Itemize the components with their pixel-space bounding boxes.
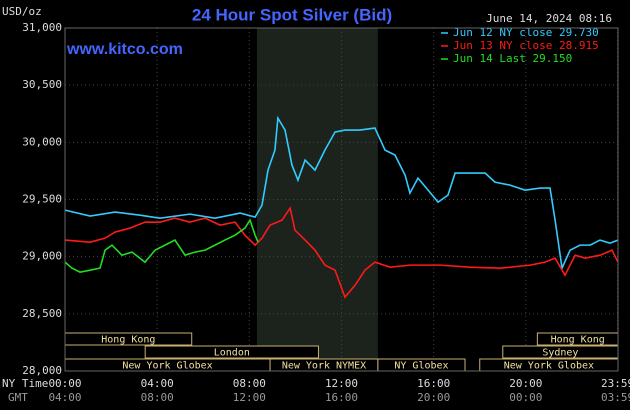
gmt-tick-label: 16:00 <box>325 391 358 404</box>
gmt-tick-label: 03:59 <box>601 391 630 404</box>
y-tick-label: 30,500 <box>22 78 62 91</box>
gmt-tick-label: 00:00 <box>509 391 542 404</box>
legend-label: Jun 12 NY close 29.730 <box>453 26 599 39</box>
gmt-tick-label: 04:00 <box>48 391 81 404</box>
y-tick-label: 30,000 <box>22 135 62 148</box>
session-label: Hong Kong <box>101 335 155 346</box>
y-tick-label: 29,500 <box>22 193 62 206</box>
x-tick-label: 23:59 <box>601 377 630 390</box>
session-label: London <box>214 348 250 359</box>
gmt-tick-label: 20:00 <box>417 391 450 404</box>
gmt-tick-label: 12:00 <box>233 391 266 404</box>
session-label: New York Globex <box>122 361 212 372</box>
x-tick-label: 20:00 <box>509 377 542 390</box>
series-line <box>64 206 619 299</box>
unit-label: USD/oz <box>2 5 42 18</box>
session-label: Sydney <box>542 348 578 359</box>
y-tick-label: 31,000 <box>22 21 62 34</box>
legend-label: Jun 14 Last 29.150 <box>453 52 572 65</box>
x-axis-label: NY Time <box>2 377 48 390</box>
session-label: Hong Kong <box>551 335 605 346</box>
y-tick-label: 28,500 <box>22 307 62 320</box>
session-box <box>144 345 319 359</box>
session-label: New York NYMEX <box>282 361 366 372</box>
gmt-tick-label: 08:00 <box>141 391 174 404</box>
x-tick-label: 12:00 <box>325 377 358 390</box>
series-line <box>64 218 259 273</box>
session-label: NY Globex <box>394 361 448 372</box>
x-tick-label: 08:00 <box>233 377 266 390</box>
x-tick-label: 16:00 <box>417 377 450 390</box>
x-tick-label: 00:00 <box>48 377 81 390</box>
chart-title: 24 Hour Spot Silver (Bid) <box>192 5 392 24</box>
y-tick-label: 29,000 <box>22 250 62 263</box>
session-label: New York Globex <box>504 361 594 372</box>
timestamp: June 14, 2024 08:16 <box>486 12 612 25</box>
y-tick-label: 28,000 <box>22 364 62 377</box>
gmt-axis-label: GMT <box>8 391 28 404</box>
watermark: www.kitco.com <box>66 41 183 58</box>
plot-frame <box>64 27 619 372</box>
x-tick-label: 04:00 <box>141 377 174 390</box>
series-line <box>64 115 619 271</box>
legend-label: Jun 13 NY close 28.915 <box>453 39 599 52</box>
